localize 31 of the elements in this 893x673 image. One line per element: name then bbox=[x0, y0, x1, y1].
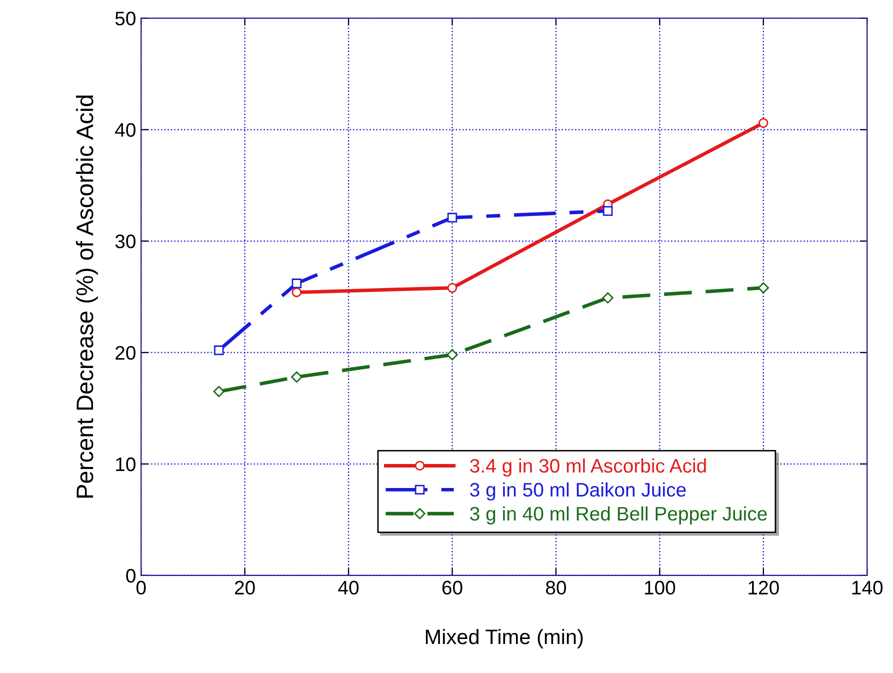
x-axis-title: Mixed Time (min) bbox=[426, 628, 583, 648]
x-tick-label: 140 bbox=[852, 580, 883, 595]
y-tick-label: 20 bbox=[116, 346, 136, 360]
y-tick-label: 0 bbox=[126, 568, 136, 583]
point bbox=[291, 371, 302, 383]
point bbox=[214, 345, 224, 356]
point bbox=[446, 349, 458, 360]
point bbox=[447, 283, 458, 293]
x-tick-label: 20 bbox=[234, 580, 255, 595]
x-tick-label: 80 bbox=[546, 580, 566, 595]
point bbox=[602, 206, 613, 216]
legend-label: 3.4 g in 30 ml Ascorbic Acid bbox=[470, 458, 706, 477]
point bbox=[758, 118, 768, 128]
x-tick-label: 40 bbox=[338, 580, 359, 595]
y-tick-label: 40 bbox=[115, 123, 136, 137]
point bbox=[292, 278, 302, 288]
point bbox=[758, 282, 769, 294]
point bbox=[602, 292, 614, 304]
x-tick-label: 0 bbox=[136, 580, 146, 595]
y-tick-label: 50 bbox=[115, 12, 136, 26]
point bbox=[213, 386, 224, 398]
y-tick-label: 30 bbox=[115, 234, 136, 248]
legend-label: 3 g in 40 ml Red Bell Pepper Juice bbox=[470, 506, 767, 524]
y-tick-label: 10 bbox=[116, 457, 136, 472]
point bbox=[292, 287, 302, 298]
x-tick-label: 100 bbox=[644, 580, 676, 595]
y-axis-title: Percent Decrease (%) of Ascorbic Acid bbox=[76, 96, 98, 498]
x-tick-label: 120 bbox=[748, 580, 779, 595]
x-tick-label: 60 bbox=[442, 580, 462, 595]
legend-label: 3 g in 50 ml Daikon Juice bbox=[470, 482, 686, 501]
point bbox=[447, 212, 458, 223]
